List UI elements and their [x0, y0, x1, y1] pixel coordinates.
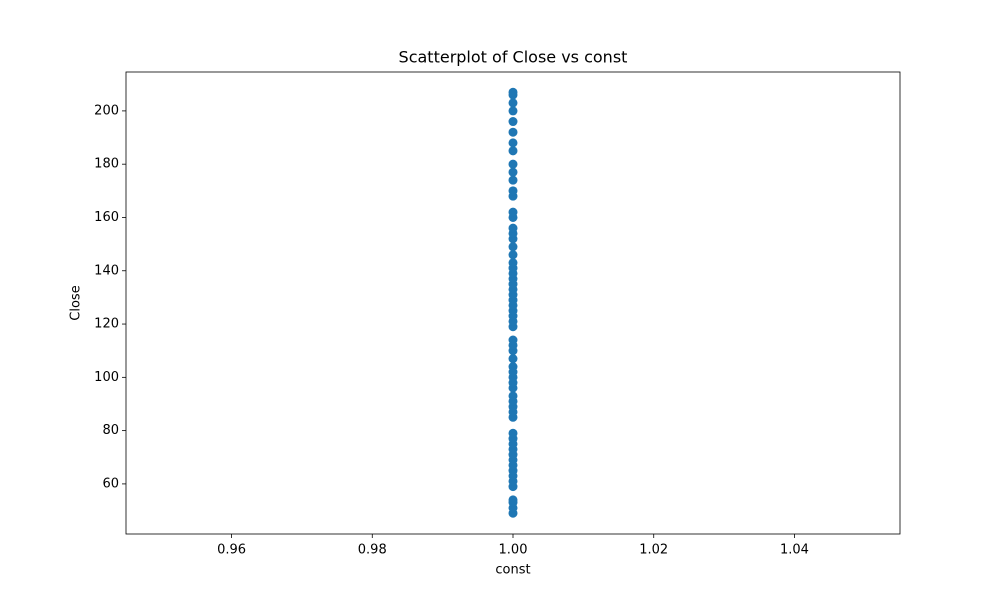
point	[508, 223, 518, 233]
plot-frame	[125, 71, 901, 535]
point	[508, 146, 518, 156]
x-tick-label: 0.96	[217, 543, 246, 558]
point	[508, 258, 518, 268]
point	[508, 242, 518, 252]
x-tick-label: 1.00	[499, 543, 528, 558]
y-tick-label: 100	[94, 370, 119, 385]
x-tick-label: 0.98	[358, 543, 387, 558]
point	[508, 428, 518, 438]
point	[508, 106, 518, 116]
y-axis-label: Close	[69, 285, 84, 320]
chart-title: Scatterplot of Close vs const	[399, 48, 628, 67]
y-tick-label: 140	[94, 263, 119, 278]
y-tick-label: 180	[94, 157, 119, 172]
point	[508, 159, 518, 169]
point	[508, 335, 518, 345]
y-tick-label: 60	[102, 476, 119, 491]
point	[508, 495, 518, 505]
y-tick-label: 80	[102, 423, 119, 438]
point	[508, 391, 518, 401]
point	[508, 138, 518, 148]
point	[508, 127, 518, 137]
point	[508, 98, 518, 108]
y-tick-label: 200	[94, 103, 119, 118]
x-tick-label: 1.04	[780, 543, 809, 558]
point	[508, 175, 518, 185]
x-axis-label: const	[495, 563, 530, 578]
point	[508, 117, 518, 127]
point	[508, 167, 518, 177]
point	[508, 186, 518, 196]
point	[508, 207, 518, 217]
point	[508, 87, 518, 97]
x-tick-label: 1.02	[639, 543, 668, 558]
point	[508, 354, 518, 364]
y-tick-label: 120	[94, 317, 119, 332]
point	[508, 362, 518, 372]
point	[508, 250, 518, 260]
y-tick-label: 160	[94, 210, 119, 225]
